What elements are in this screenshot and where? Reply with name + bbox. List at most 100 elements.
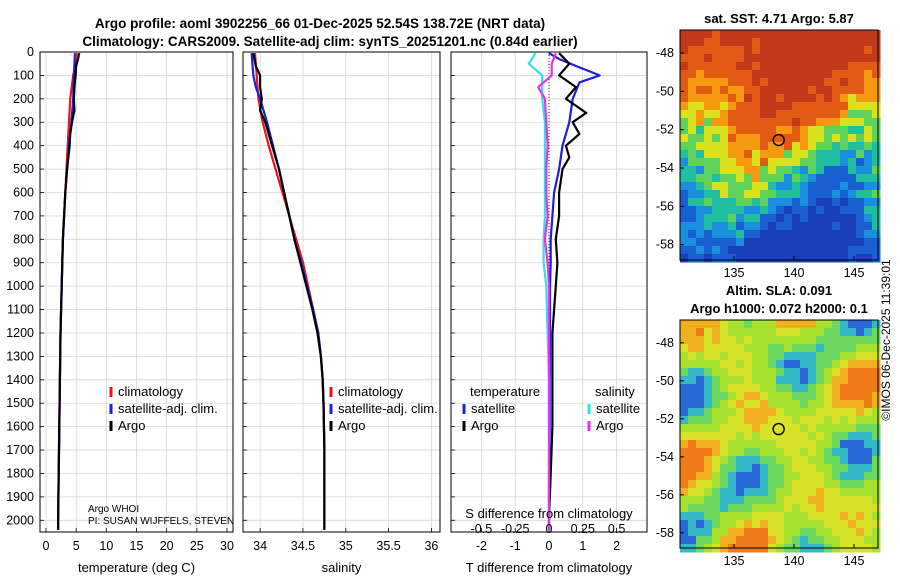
sla-pixel	[816, 536, 825, 545]
sst-pixel	[832, 254, 841, 263]
sst-pixel	[688, 182, 697, 191]
sla-pixel	[768, 368, 777, 377]
sst-pixel	[864, 78, 873, 87]
sla-pixel	[736, 328, 745, 337]
sla-pixel	[696, 480, 705, 489]
sla-pixel	[688, 472, 697, 481]
sla-pixel	[736, 360, 745, 369]
sdiff-tick-label: 0	[546, 522, 553, 536]
sla-pixel	[824, 528, 833, 537]
sla-pixel	[840, 336, 849, 345]
sst-pixel	[800, 230, 809, 239]
sla-pixel	[848, 504, 857, 513]
sst-pixel	[856, 54, 865, 63]
sst-pixel	[792, 46, 801, 55]
sst-x-tick-label: 140	[784, 266, 805, 280]
sst-pixel	[680, 46, 689, 55]
sst-pixel	[840, 46, 849, 55]
sst-pixel	[848, 78, 857, 87]
sst-pixel	[736, 166, 745, 175]
sst-pixel	[752, 174, 761, 183]
sla-y-tick-label: -54	[656, 450, 674, 464]
sla-pixel	[688, 448, 697, 457]
sst-pixel	[704, 38, 713, 47]
sla-pixel	[696, 320, 705, 329]
sst-pixel	[832, 54, 841, 63]
sst-pixel	[696, 254, 705, 263]
sla-pixel	[768, 448, 777, 457]
sst-pixel	[680, 222, 689, 231]
x-tick-label: 10	[99, 539, 113, 553]
sst-pixel	[696, 222, 705, 231]
sla-pixel	[696, 512, 705, 521]
sla-pixel	[808, 464, 817, 473]
sla-pixel	[792, 416, 801, 425]
sla-pixel	[840, 504, 849, 513]
sst-pixel	[712, 110, 721, 119]
sst-pixel	[704, 238, 713, 247]
sla-pixel	[872, 408, 881, 417]
sla-pixel	[864, 376, 873, 385]
sst-pixel	[712, 206, 721, 215]
sla-pixel	[696, 424, 705, 433]
sdiff-tick-label: 0.5	[608, 522, 625, 536]
sst-pixel	[840, 254, 849, 263]
sla-pixel	[848, 384, 857, 393]
sla-pixel	[784, 496, 793, 505]
sla-pixel	[704, 360, 713, 369]
sla-pixel	[784, 408, 793, 417]
sst-pixel	[776, 30, 785, 39]
sst-pixel	[832, 38, 841, 47]
sst-pixel	[864, 254, 873, 263]
depth-tick-label: 1700	[6, 443, 34, 457]
sla-pixel	[824, 496, 833, 505]
sla-pixel	[720, 368, 729, 377]
sla-pixel	[864, 344, 873, 353]
sst-pixel	[856, 166, 865, 175]
sla-pixel	[856, 328, 865, 337]
sla-pixel	[800, 424, 809, 433]
sla-pixel	[832, 520, 841, 529]
sla-pixel	[752, 512, 761, 521]
sla-pixel	[776, 352, 785, 361]
sst-pixel	[808, 142, 817, 151]
sla-pixel	[728, 408, 737, 417]
sst-pixel	[872, 38, 881, 47]
sla-pixel	[744, 424, 753, 433]
sst-pixel	[840, 102, 849, 111]
sst-pixel	[824, 86, 833, 95]
salinity-xlabel: salinity	[322, 560, 362, 575]
sla-pixel	[680, 328, 689, 337]
sst-pixel	[832, 78, 841, 87]
sla-pixel	[760, 336, 769, 345]
sst-pixel	[864, 142, 873, 151]
sla-pixel	[712, 432, 721, 441]
sal-legend-0-label: climatology	[338, 384, 404, 399]
sla-pixel	[744, 336, 753, 345]
sst-pixel	[704, 190, 713, 199]
sla-pixel	[680, 336, 689, 345]
sla-pixel	[784, 528, 793, 537]
sla-pixel	[736, 456, 745, 465]
sla-pixel	[832, 528, 841, 537]
sla-pixel	[776, 400, 785, 409]
sst-pixel	[848, 254, 857, 263]
sla-pixel	[808, 496, 817, 505]
sla-pixel	[720, 424, 729, 433]
sla-pixel	[800, 344, 809, 353]
sla-pixel	[696, 416, 705, 425]
sst-pixel	[800, 150, 809, 159]
sst-pixel	[744, 118, 753, 127]
sst-pixel	[808, 94, 817, 103]
sla-pixel	[720, 440, 729, 449]
sla-pixel	[784, 480, 793, 489]
sla-pixel	[856, 448, 865, 457]
sla-pixel	[736, 512, 745, 521]
sst-pixel	[696, 54, 705, 63]
sla-pixel	[824, 512, 833, 521]
sla-pixel	[808, 408, 817, 417]
sst-pixel	[872, 150, 881, 159]
sst-pixel	[800, 30, 809, 39]
sla-pixel	[720, 432, 729, 441]
sst-pixel	[712, 222, 721, 231]
